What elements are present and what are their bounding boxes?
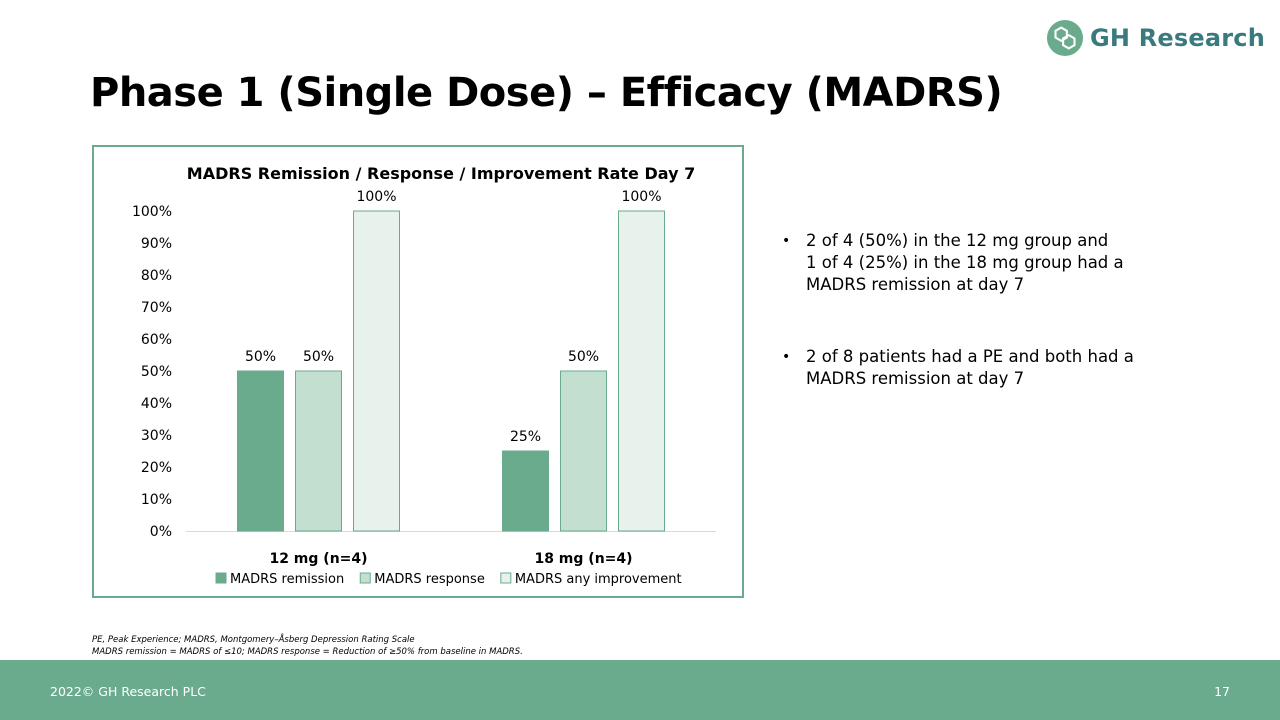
bullet-item: • 2 of 4 (50%) in the 12 mg group and 1 …	[782, 230, 1222, 296]
footnotes: PE, Peak Experience; MADRS, Montgomery–Å…	[92, 634, 523, 658]
bullet-line: 2 of 4 (50%) in the 12 mg group and	[806, 231, 1109, 250]
page-title: Phase 1 (Single Dose) – Efficacy (MADRS)	[90, 70, 1003, 116]
legend-swatch	[359, 572, 371, 584]
legend-swatch	[215, 572, 227, 584]
bar	[502, 450, 549, 532]
footnote-definitions: MADRS remission = MADRS of ≤10; MADRS re…	[92, 647, 523, 657]
legend-label: MADRS any improvement	[515, 572, 682, 587]
data-label: 50%	[245, 349, 276, 365]
y-tick-label: 20%	[141, 460, 172, 476]
bullet-item: • 2 of 8 patients had a PE and both had …	[782, 346, 1222, 390]
bullet-line: MADRS remission at day 7	[806, 275, 1025, 294]
bullet-dot: •	[782, 233, 791, 249]
x-tick-label: 18 mg (n=4)	[534, 551, 632, 567]
y-tick-label: 50%	[141, 364, 172, 380]
y-tick-label: 0%	[150, 524, 172, 540]
chart-container: MADRS Remission / Response / Improvement…	[92, 145, 744, 598]
y-tick-label: 60%	[141, 332, 172, 348]
bullet-list: • 2 of 4 (50%) in the 12 mg group and 1 …	[782, 230, 1222, 390]
y-tick-label: 10%	[141, 492, 172, 508]
y-tick-label: 90%	[141, 236, 172, 252]
legend-label: MADRS response	[374, 572, 485, 587]
data-label: 50%	[568, 349, 599, 365]
bullet-line: MADRS remission at day 7	[806, 369, 1025, 388]
bullet-dot: •	[782, 349, 791, 365]
bar	[237, 370, 284, 532]
logo-text: GH Research	[1090, 24, 1266, 52]
y-tick-label: 100%	[132, 204, 172, 220]
data-label: 25%	[510, 429, 541, 445]
bar	[295, 370, 342, 532]
bar	[618, 210, 665, 532]
legend-label: MADRS remission	[230, 572, 344, 587]
company-logo: GH Research	[1046, 18, 1265, 58]
page-number: 17	[1214, 684, 1230, 699]
data-label: 100%	[356, 189, 396, 205]
bar	[560, 370, 607, 532]
data-label: 50%	[303, 349, 334, 365]
bar-chart: MADRS Remission / Response / Improvement…	[132, 164, 716, 587]
y-tick-label: 30%	[141, 428, 172, 444]
y-tick-label: 70%	[141, 300, 172, 316]
footer-copyright: 2022© GH Research PLC	[50, 684, 206, 699]
hexagon-molecule-icon	[1046, 19, 1084, 57]
chart-title: MADRS Remission / Response / Improvement…	[187, 164, 695, 183]
bullet-line: 2 of 8 patients had a PE and both had a	[806, 347, 1134, 366]
footer-bar: 2022© GH Research PLC 17	[0, 660, 1280, 720]
legend-swatch	[500, 572, 512, 584]
data-label: 100%	[621, 189, 661, 205]
y-tick-label: 80%	[141, 268, 172, 284]
y-tick-label: 40%	[141, 396, 172, 412]
x-tick-label: 12 mg (n=4)	[269, 551, 367, 567]
footnote-abbreviations: PE, Peak Experience; MADRS, Montgomery–Å…	[92, 635, 415, 645]
bullet-line: 1 of 4 (25%) in the 18 mg group had a	[806, 253, 1124, 272]
bar	[353, 210, 400, 532]
